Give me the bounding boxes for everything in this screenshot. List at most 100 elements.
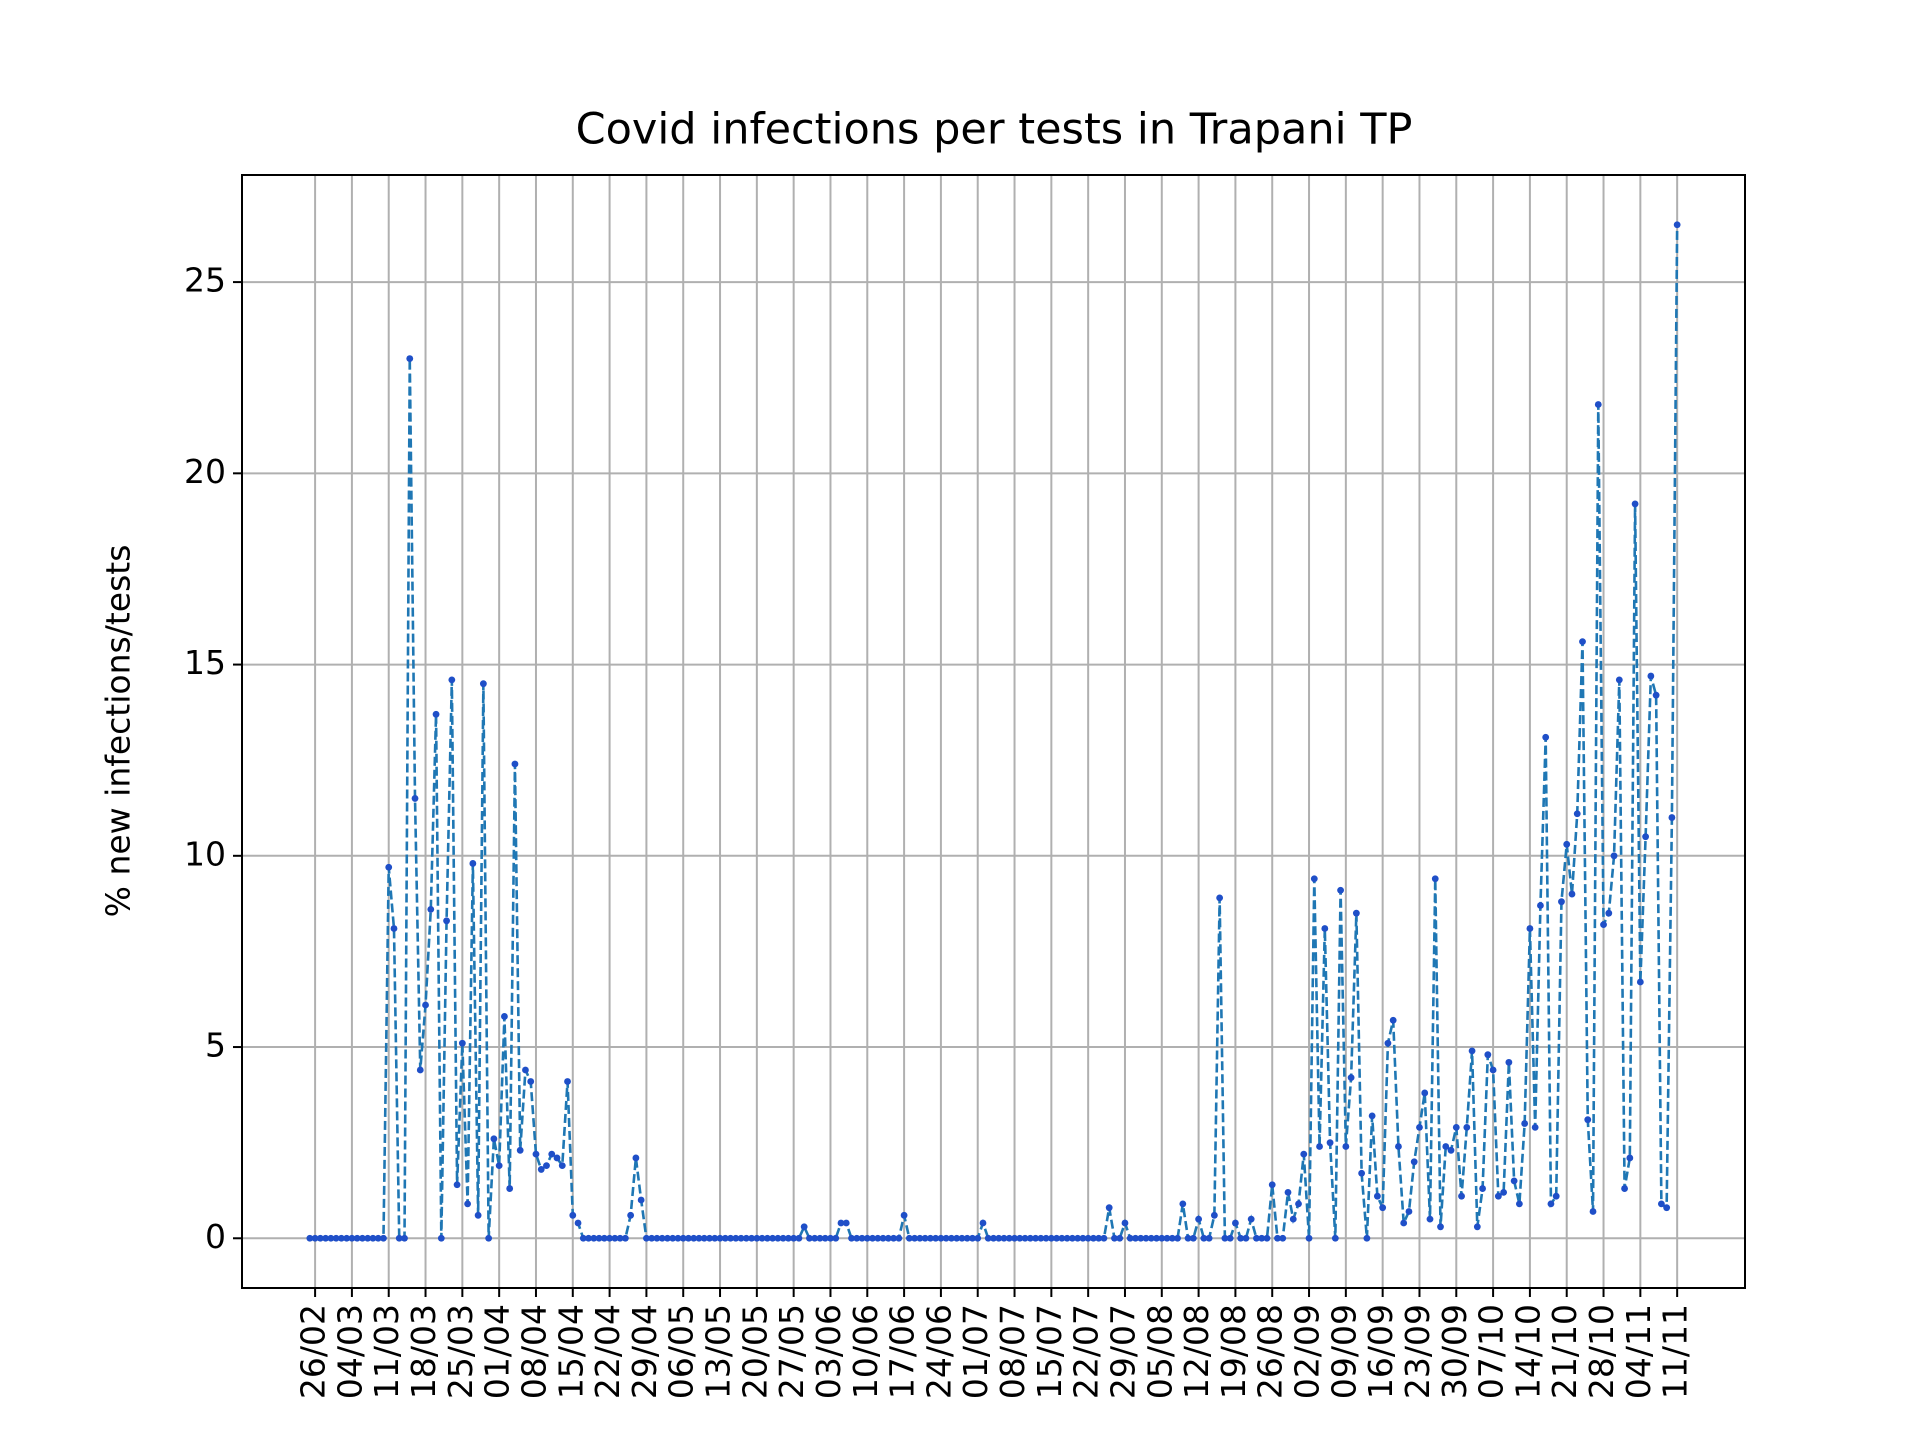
point [890, 1234, 897, 1242]
point [1431, 875, 1439, 883]
point [1189, 1234, 1197, 1242]
x-tick-label: 18/03 [404, 1304, 443, 1399]
point [1337, 886, 1344, 894]
point [448, 676, 456, 684]
point [742, 1234, 750, 1242]
point [1111, 1234, 1118, 1242]
point [758, 1234, 766, 1242]
y-tick-label: 10 [184, 834, 226, 873]
point [516, 1146, 524, 1154]
x-tick-label: 04/03 [330, 1304, 369, 1399]
point [1284, 1188, 1292, 1196]
point [1568, 890, 1576, 898]
point [422, 1001, 429, 1009]
point [916, 1234, 924, 1242]
point [474, 1211, 482, 1219]
point [416, 1066, 424, 1074]
point [1305, 1234, 1313, 1242]
x-tick-label: 27/05 [772, 1304, 811, 1399]
point [1163, 1234, 1171, 1242]
point [1232, 1219, 1239, 1227]
point [616, 1234, 624, 1242]
plot [306, 221, 1681, 1242]
point [1363, 1234, 1371, 1242]
point [1537, 902, 1544, 909]
point [1321, 925, 1329, 932]
point [411, 795, 419, 802]
point [1142, 1234, 1150, 1242]
point [527, 1078, 535, 1085]
point [1184, 1234, 1192, 1242]
x-tick-label: 29/07 [1103, 1304, 1142, 1399]
chart-title: Covid infections per tests in Trapani TP [576, 105, 1413, 155]
point [774, 1234, 782, 1242]
y-axis-label: % new infections/tests [99, 545, 138, 918]
point [643, 1234, 650, 1242]
point [753, 1234, 761, 1242]
point [1605, 909, 1613, 917]
point [863, 1234, 871, 1242]
point [1521, 1120, 1529, 1127]
point [1479, 1185, 1486, 1192]
x-tick-label: 11/11 [1656, 1304, 1695, 1399]
point [748, 1234, 755, 1242]
x-tick-label: 08/07 [993, 1304, 1032, 1399]
point [1615, 676, 1623, 684]
point [1331, 1234, 1339, 1242]
point [1395, 1143, 1402, 1150]
point [1168, 1234, 1176, 1242]
point [1437, 1223, 1444, 1231]
point [1084, 1234, 1092, 1242]
y-tick-label: 15 [184, 643, 226, 682]
point [1515, 1200, 1523, 1208]
point [1542, 733, 1550, 741]
point [1368, 1112, 1376, 1120]
point [958, 1234, 966, 1242]
point [1090, 1234, 1097, 1242]
point [1137, 1234, 1145, 1242]
point [621, 1234, 629, 1242]
point [990, 1234, 997, 1242]
point [1442, 1143, 1450, 1150]
point [1610, 852, 1618, 860]
point [711, 1234, 719, 1242]
point [1226, 1234, 1234, 1242]
point [853, 1234, 861, 1242]
point [1026, 1234, 1034, 1242]
x-tick-label: 01/04 [478, 1304, 517, 1399]
point [1379, 1204, 1387, 1212]
point [1626, 1154, 1634, 1162]
point [911, 1234, 919, 1242]
x-tick-label: 25/03 [441, 1304, 480, 1399]
point [1500, 1188, 1508, 1196]
point [495, 1162, 503, 1170]
point [737, 1234, 745, 1242]
point [406, 355, 414, 362]
point [658, 1234, 666, 1242]
point [1563, 840, 1571, 848]
point [1210, 1211, 1218, 1219]
point [953, 1234, 961, 1242]
point [905, 1234, 913, 1242]
point [1347, 1074, 1355, 1082]
point [574, 1219, 582, 1227]
point [390, 925, 398, 932]
x-tick-label: 10/06 [846, 1304, 885, 1399]
point [374, 1234, 382, 1242]
point [732, 1234, 740, 1242]
point [1037, 1234, 1045, 1242]
point [1000, 1234, 1008, 1242]
point [453, 1181, 461, 1189]
point [664, 1234, 671, 1242]
point [627, 1211, 635, 1219]
point [1421, 1089, 1429, 1097]
point [1253, 1234, 1260, 1242]
point [532, 1150, 540, 1158]
point [485, 1234, 493, 1242]
point [1489, 1066, 1497, 1074]
point [821, 1234, 829, 1242]
point [1621, 1185, 1628, 1192]
point [685, 1234, 692, 1242]
point [1652, 691, 1660, 699]
point [1200, 1234, 1208, 1242]
